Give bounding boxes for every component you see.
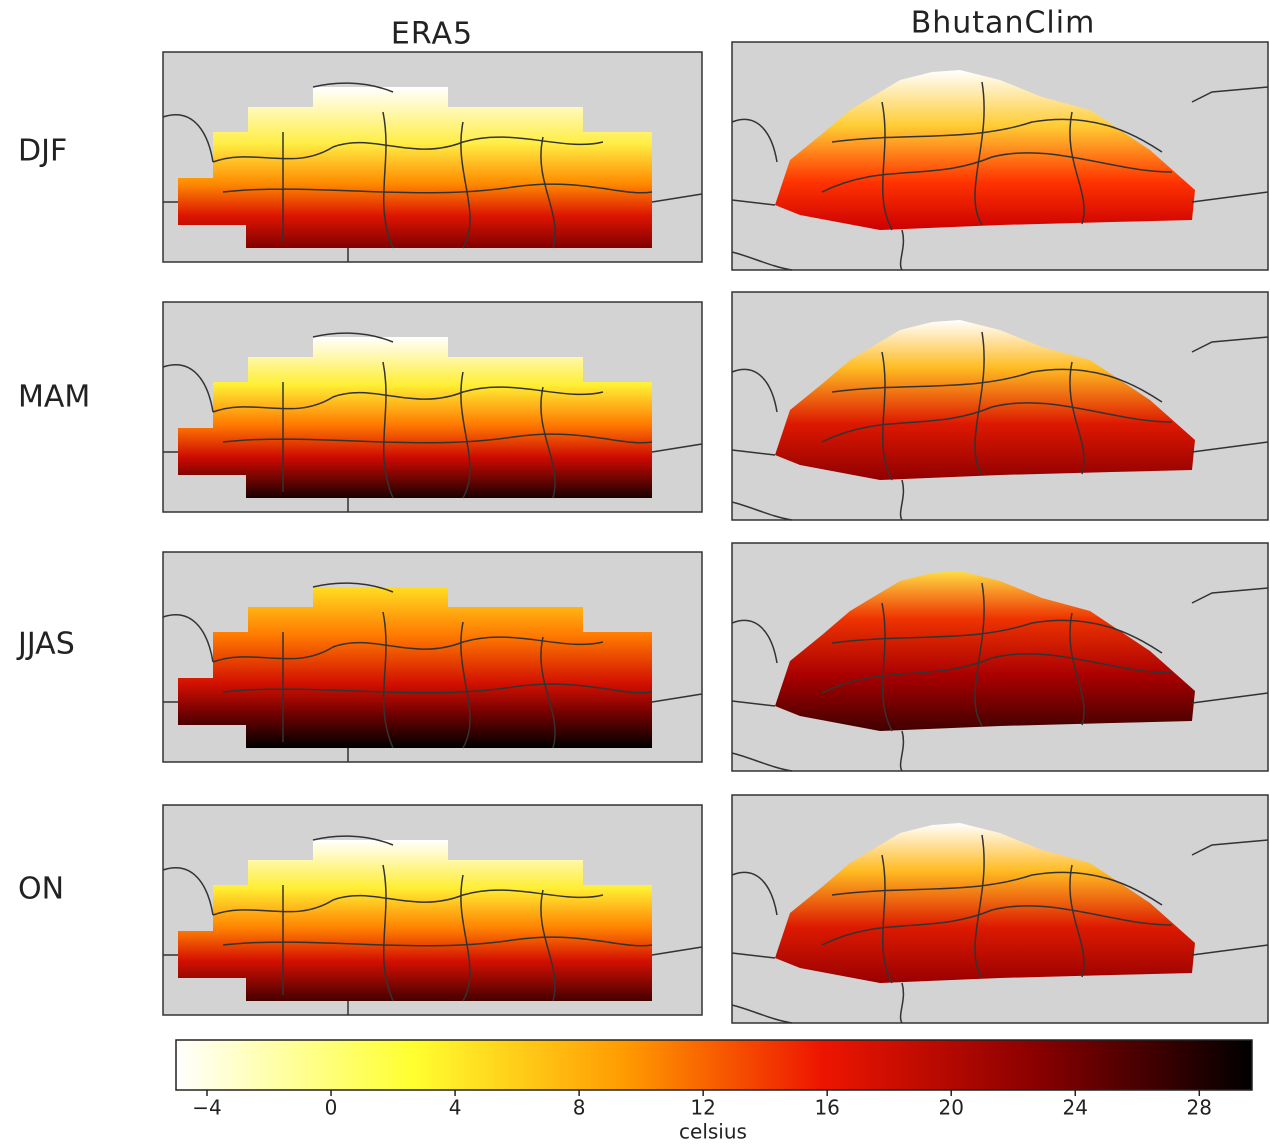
borders xyxy=(162,332,703,512)
column-title: BhutanClim xyxy=(911,6,1096,41)
bhutanclim-map xyxy=(731,542,1269,772)
colorbar-tick-label: 16 xyxy=(814,1096,839,1120)
borders xyxy=(162,582,703,762)
borders xyxy=(731,582,1269,772)
colorbar-tick-label: 0 xyxy=(325,1096,338,1120)
colorbar-ticks: −4 0 4 8 12 16 20 24 28 xyxy=(192,1090,1212,1120)
bhutanclim-map xyxy=(731,794,1269,1024)
borders xyxy=(731,331,1269,521)
borders xyxy=(162,82,703,262)
temperature-field xyxy=(178,337,652,498)
temperature-field xyxy=(775,320,1195,480)
row-label: ON xyxy=(18,872,64,907)
panels: DJF MAM JJAS ON xyxy=(16,41,1269,1024)
era5-map xyxy=(162,551,703,763)
colorbar-tick-label: 20 xyxy=(938,1096,963,1120)
borders xyxy=(162,835,703,1015)
colorbar-tick-label: 4 xyxy=(449,1096,462,1120)
colorbar-label: celsius xyxy=(679,1120,747,1144)
colorbar-tick-label: 28 xyxy=(1187,1096,1212,1120)
colorbar-tick-label: 24 xyxy=(1063,1096,1088,1120)
row-label: MAM xyxy=(18,380,90,415)
borders xyxy=(731,834,1269,1024)
temperature-field xyxy=(178,840,652,1001)
colorbar-tick-label: 8 xyxy=(573,1096,586,1120)
row-label: DJF xyxy=(18,134,67,169)
bhutanclim-map xyxy=(731,291,1269,521)
colorbar-tick-label: −4 xyxy=(192,1096,221,1120)
colorbar xyxy=(175,1039,1253,1091)
era5-map xyxy=(162,301,703,513)
temperature-field xyxy=(178,587,652,748)
temperature-field xyxy=(178,87,652,248)
column-title: ERA5 xyxy=(391,17,473,52)
row-label: JJAS xyxy=(16,627,75,662)
temperature-field xyxy=(775,70,1195,230)
era5-map xyxy=(162,51,703,263)
era5-map xyxy=(162,804,703,1016)
colorbar-tick-label: 12 xyxy=(690,1096,715,1120)
temperature-field xyxy=(775,823,1195,983)
bhutanclim-map xyxy=(731,41,1269,271)
temperature-field xyxy=(775,571,1195,731)
borders xyxy=(731,81,1269,271)
